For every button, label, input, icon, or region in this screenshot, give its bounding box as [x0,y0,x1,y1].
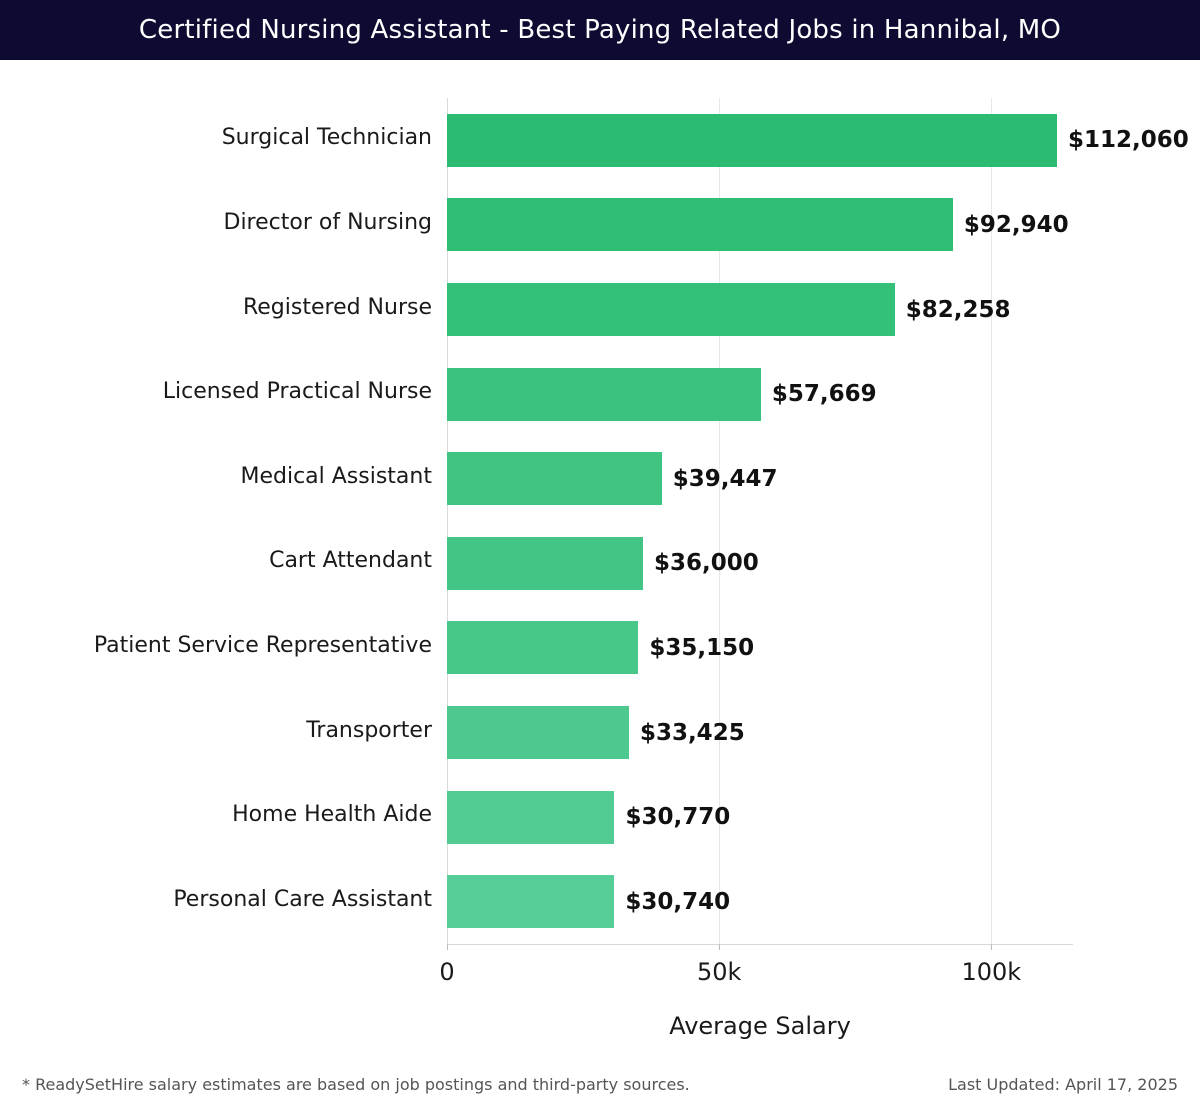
bar-value-label: $112,060 [1067,127,1189,154]
bar-value-label: $30,740 [625,888,731,915]
x-axis-tick-label: 100k [961,958,1022,986]
bar-value-label: $30,770 [625,804,731,831]
bar-value-label: $82,258 [905,296,1011,323]
bar[interactable] [447,706,629,759]
bar-value-label: $39,447 [672,465,778,492]
bar-value-label: $35,150 [649,634,755,661]
bar[interactable] [447,790,615,844]
y-axis-category-label: Director of Nursing [223,209,433,235]
x-axis-tick [719,944,721,950]
bar[interactable] [447,536,643,590]
bar-row[interactable]: $30,740 [447,875,1073,929]
bar-row[interactable]: $30,770 [447,790,1073,844]
bar[interactable] [447,367,761,421]
x-axis-tick [447,944,448,950]
footer-last-updated: Last Updated: April 17, 2025 [948,1075,1178,1094]
footer-disclaimer: * ReadySetHire salary estimates are base… [22,1075,690,1094]
y-axis-category-label: Cart Attendant [269,548,432,574]
gridline [991,98,993,944]
y-axis-category-label: Personal Care Assistant [173,886,432,912]
bar-row[interactable]: $92,940 [447,198,1073,252]
bar[interactable] [447,113,1057,167]
bar-row[interactable]: $39,447 [447,452,1073,506]
bar-row[interactable]: $36,000 [447,536,1073,590]
footer: * ReadySetHire salary estimates are base… [0,1075,1200,1120]
bar[interactable] [447,875,615,929]
bar-value-label: $57,669 [771,381,877,408]
y-axis-category-label: Patient Service Representative [93,632,432,658]
bar-value-label: $92,940 [963,211,1069,238]
y-axis-category-label: Transporter [306,717,432,743]
bar-row[interactable]: $33,425 [447,706,1073,759]
bar[interactable] [447,621,639,675]
x-axis-tick-label: 0 [439,958,455,986]
bar-row[interactable]: $112,060 [447,113,1189,167]
x-axis-spine [447,944,1073,945]
bar-row[interactable]: $82,258 [447,283,1073,336]
y-axis-category-label: Licensed Practical Nurse [162,379,432,405]
bar-value-label: $33,425 [639,719,745,746]
y-axis-category-label: Home Health Aide [232,802,432,828]
y-axis-labels: Surgical Technician Director of Nursing Re… [12,98,432,944]
bar[interactable] [447,198,953,252]
x-axis-tick-label: 50k [696,958,742,986]
x-axis-title: Average Salary [669,1012,851,1040]
y-axis-spine [447,98,448,944]
y-axis-category-label: Surgical Technician [221,125,432,151]
bar-row[interactable]: $57,669 [447,367,1073,421]
bar-row[interactable]: $35,150 [447,621,1073,675]
chart-plot-wrapper: Surgical Technician Director of Nursing Re… [0,60,1200,1060]
y-axis-category-label: Medical Assistant [240,463,432,489]
x-axis-tick [991,944,993,950]
bar[interactable] [447,283,895,336]
y-axis-category-label: Registered Nurse [242,294,432,320]
bars-container: $112,060 $92,940 $82,258 $57,669 $39,447 $36,… [447,98,1189,944]
bar[interactable] [447,452,662,506]
bar-value-label: $36,000 [653,550,759,577]
page-title: Certified Nursing Assistant - Best Payin… [138,15,1062,45]
gridline [719,98,721,944]
title-bar: Certified Nursing Assistant - Best Payin… [0,0,1200,60]
